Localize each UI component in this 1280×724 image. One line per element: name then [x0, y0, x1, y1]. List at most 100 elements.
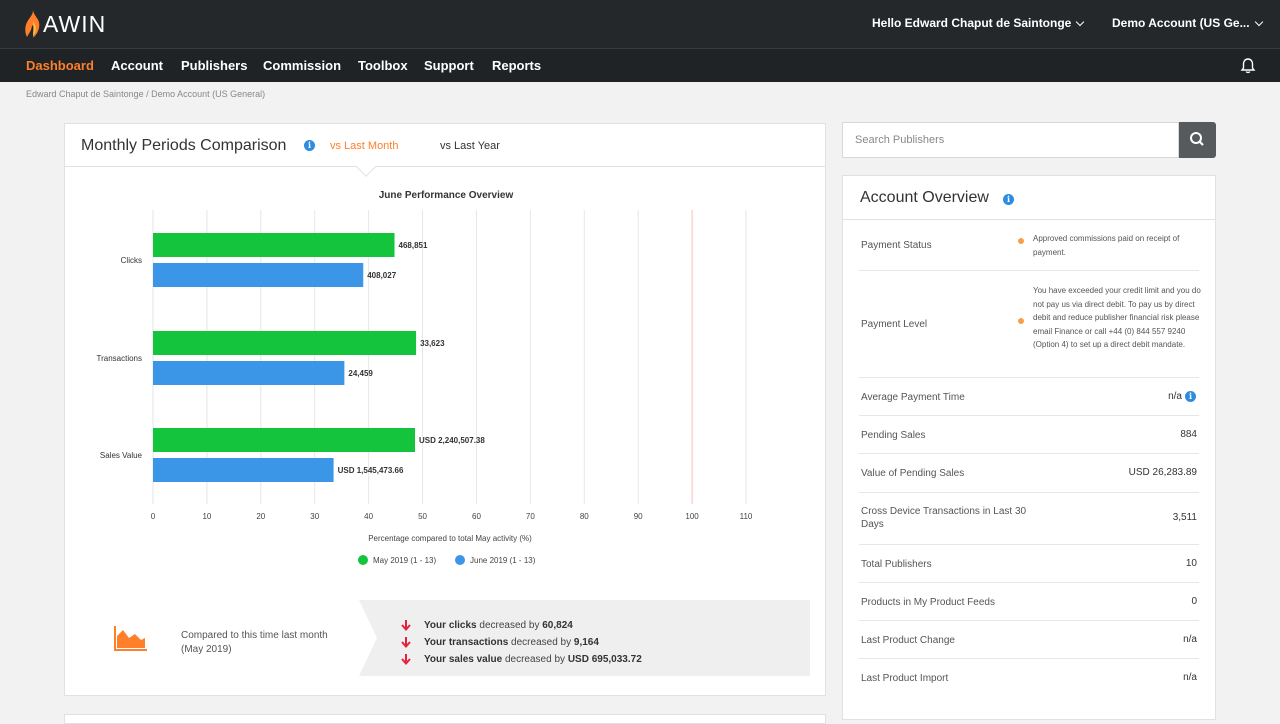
x-tick-label: 20	[256, 512, 265, 521]
comparison-arrow	[359, 600, 377, 676]
bar-may	[153, 331, 417, 355]
status-dot	[1018, 318, 1024, 324]
comparison-summary-left: Compared to this time last month (May 20…	[81, 600, 359, 676]
performance-chart: June Performance Overview 0 10 20 30 40 50 60 70…	[97, 190, 753, 565]
arrow-down-icon	[401, 637, 411, 648]
nav-account[interactable]: Account	[111, 58, 163, 73]
overview-value: n/a	[1183, 672, 1197, 683]
comparison-value: USD 695,033.72	[567, 654, 642, 665]
overview-row: Last Product Import n/a	[859, 659, 1199, 697]
arrow-down-icon	[401, 620, 411, 631]
comparison-metric: Your transactions	[424, 637, 509, 648]
overview-row: Cross Device Transactions in Last 30 Day…	[859, 493, 1199, 545]
user-menu-label: Hello Edward Chaput de Saintonge	[872, 16, 1072, 30]
nav-reports[interactable]: Reports	[492, 58, 542, 73]
search-publishers	[842, 122, 1179, 158]
x-tick-label: 90	[634, 512, 643, 521]
x-tick-label: 40	[364, 512, 373, 521]
nav-commission[interactable]: Commission	[263, 58, 342, 73]
info-icon[interactable]: i	[304, 140, 315, 151]
bar-may	[153, 428, 415, 452]
awin-logo[interactable]: AWIN	[24, 8, 106, 40]
legend-label: June 2019 (1 - 13)	[470, 556, 536, 565]
comparison-row-clicks: Your clicks decreased by 60,824	[401, 617, 642, 634]
overview-value: n/a	[1168, 391, 1182, 402]
comparison-metric: Your sales value	[424, 654, 503, 665]
comparison-row-sales-value: Your sales value decreased by USD 695,03…	[401, 651, 642, 668]
x-tick-label: 100	[685, 512, 699, 521]
comparison-value: 60,824	[542, 620, 573, 631]
overview-note: Approved commissions paid on receipt of …	[1033, 234, 1180, 257]
main-nav: Dashboard Account Publishers Commission …	[0, 48, 1280, 82]
comparison-summary-text: Compared to this time last month (May 20…	[181, 630, 328, 655]
x-tick-label: 10	[202, 512, 211, 521]
comparison-verb: decreased by	[508, 637, 574, 648]
x-tick-label: 0	[151, 512, 156, 521]
breadcrumb: Edward Chaput de Saintonge / Demo Accoun…	[26, 89, 266, 99]
panel-header: Monthly Periods Comparison i vs Last Mon…	[65, 124, 825, 177]
overview-label: Last Product Change	[861, 635, 955, 646]
overview-value: 884	[1180, 429, 1197, 440]
nav-support[interactable]: Support	[424, 58, 474, 73]
flame-icon	[25, 10, 40, 38]
x-tick-label: 50	[418, 512, 427, 521]
info-icon[interactable]: i	[1003, 194, 1014, 205]
overview-note: You have exceeded your credit limit and …	[1033, 286, 1201, 349]
overview-row: Value of Pending Sales USD 26,283.89	[859, 454, 1199, 493]
nav-publishers[interactable]: Publishers	[181, 58, 248, 73]
overview-value: n/a	[1183, 634, 1197, 645]
data-label: 24,459	[348, 369, 373, 378]
overview-label: Pending Sales	[861, 430, 926, 441]
category-label: Transactions	[97, 354, 143, 363]
user-menu[interactable]: Hello Edward Chaput de Saintonge	[872, 16, 1085, 30]
x-tick-label: 80	[580, 512, 589, 521]
overview-label: Payment Level	[861, 319, 928, 330]
account-menu-label: Demo Account (US Ge...	[1112, 16, 1250, 30]
data-label: USD 1,545,473.66	[338, 466, 404, 475]
bell-icon[interactable]	[1240, 57, 1256, 75]
comparison-row-transactions: Your transactions decreased by 9,164	[401, 634, 642, 651]
bar-may	[153, 233, 395, 257]
overview-row: Products in My Product Feeds 0	[859, 583, 1199, 621]
overview-row-payment-status: Payment Status Approved commissions paid…	[859, 220, 1199, 271]
chevron-down-icon	[1254, 17, 1263, 26]
x-tick-label: 30	[310, 512, 319, 521]
logo-text: AWIN	[43, 10, 107, 37]
info-icon[interactable]: i	[1185, 391, 1196, 402]
bar-june	[153, 458, 334, 482]
data-label: 33,623	[420, 339, 445, 348]
tab-vs-last-month[interactable]: vs Last Month	[330, 140, 399, 152]
panel-title: Account Overview	[860, 189, 989, 206]
search-input[interactable]	[843, 123, 1178, 157]
comparison-verb: decreased by	[502, 654, 568, 665]
account-menu[interactable]: Demo Account (US Ge...	[1112, 16, 1263, 30]
legend-marker	[358, 555, 368, 565]
tab-vs-last-year[interactable]: vs Last Year	[440, 140, 500, 152]
search-icon	[1190, 132, 1204, 146]
overview-label: Average Payment Time	[861, 392, 965, 403]
status-dot	[1018, 238, 1024, 244]
chart-title: June Performance Overview	[379, 190, 514, 201]
account-overview-panel: Account Overview i Payment Status Approv…	[842, 175, 1216, 720]
category-label: Sales Value	[100, 451, 143, 460]
panel-title: Monthly Periods Comparison	[81, 137, 287, 154]
overview-row: Total Publishers 10	[859, 545, 1199, 583]
comparison-list: Your clicks decreased by 60,824 Your tra…	[401, 617, 642, 668]
overview-label: Last Product Import	[861, 673, 949, 684]
x-tick-label: 60	[472, 512, 481, 521]
overview-label: Payment Status	[861, 240, 932, 251]
divider	[843, 219, 1215, 220]
comparison-summary: Compared to this time last month (May 20…	[81, 600, 810, 676]
overview-row-payment-level: Payment Level You have exceeded your cre…	[859, 271, 1201, 378]
x-tick-label: 70	[526, 512, 535, 521]
search-button[interactable]	[1179, 122, 1216, 158]
nav-dashboard[interactable]: Dashboard	[26, 58, 94, 73]
arrow-down-icon	[401, 654, 411, 665]
legend-label: May 2019 (1 - 13)	[373, 556, 436, 565]
x-axis-label: Percentage compared to total May activit…	[368, 534, 532, 543]
overview-label: Cross Device Transactions in Last 30 Day…	[861, 506, 1027, 530]
data-label: 468,851	[399, 241, 428, 250]
nav-toolbox[interactable]: Toolbox	[358, 58, 408, 73]
data-label: USD 2,240,507.38	[419, 436, 485, 445]
overview-label: Value of Pending Sales	[861, 468, 965, 479]
